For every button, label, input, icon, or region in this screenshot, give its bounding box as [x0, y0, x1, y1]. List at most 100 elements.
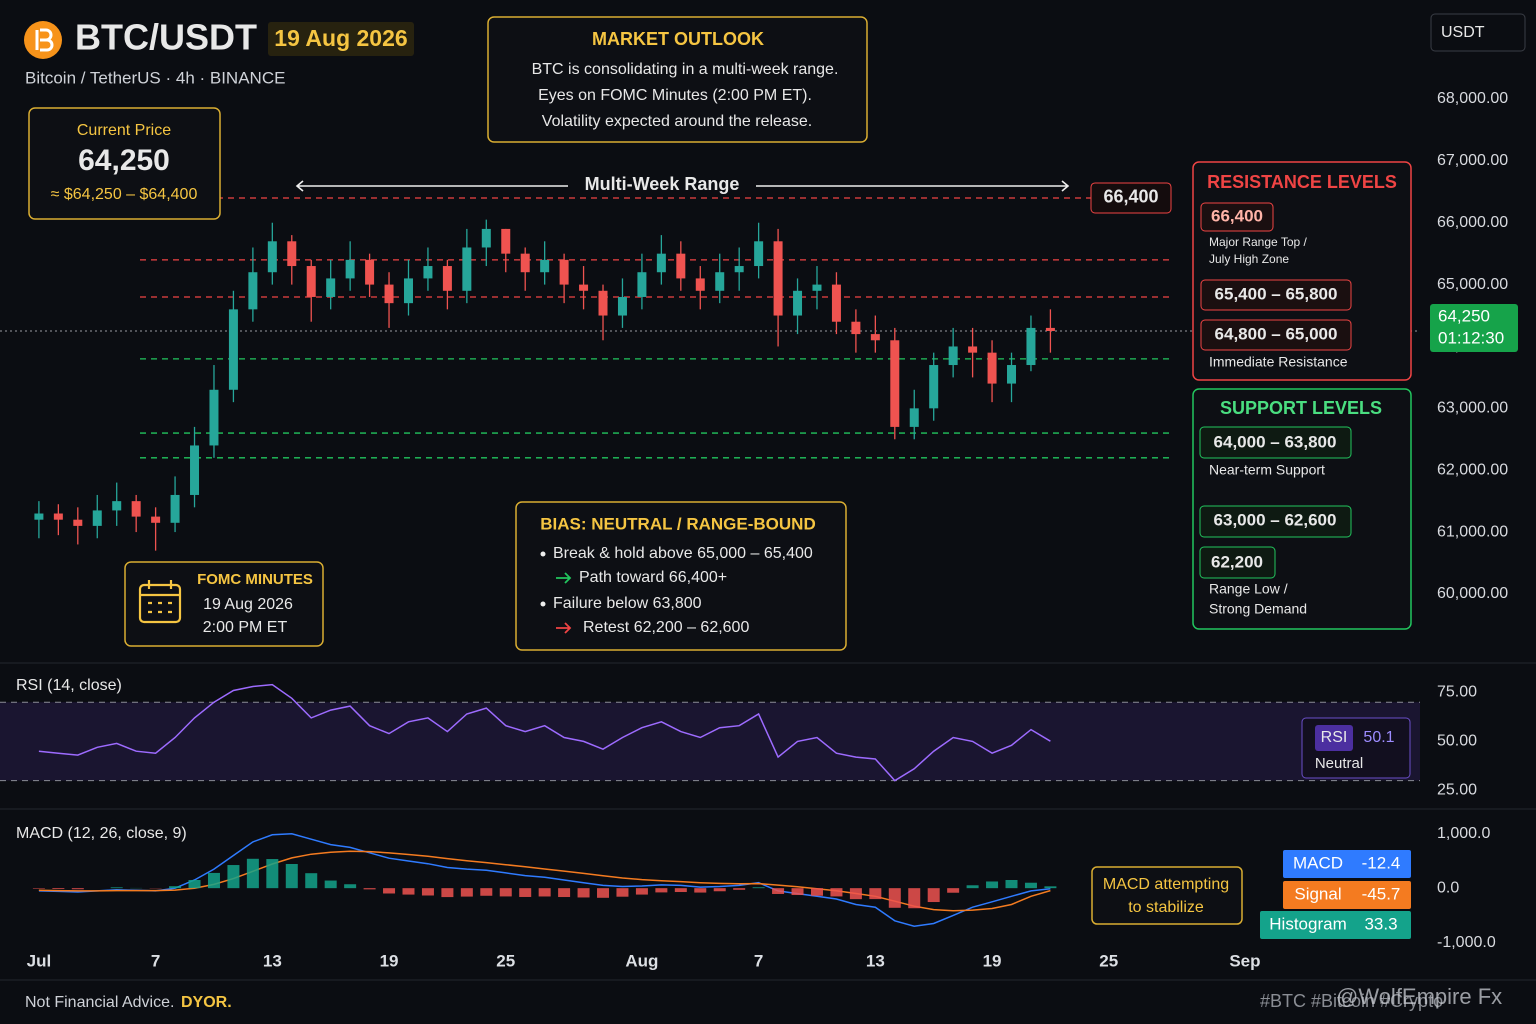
- bias-item: Path toward 66,400+: [579, 569, 727, 586]
- x-tick-label: 7: [151, 951, 160, 970]
- x-tick-label: 25: [1099, 951, 1118, 970]
- annotation-box: [1091, 866, 1243, 925]
- histogram-bar: [1024, 882, 1037, 889]
- outlook-line: BTC is consolidating in a multi-week ran…: [532, 61, 839, 78]
- x-tick-label: Sep: [1229, 951, 1260, 970]
- range-label: Multi-Week Range: [585, 174, 740, 194]
- candle-body: [1007, 365, 1017, 384]
- y-tick-label: 67,000.00: [1437, 152, 1508, 169]
- panel-title: RSI (14, close): [16, 677, 122, 694]
- histogram-bar: [966, 885, 979, 889]
- histogram-bar: [285, 864, 298, 889]
- y-tick-label: 68,000.00: [1437, 90, 1508, 107]
- currency[interactable]: USDT: [1441, 24, 1485, 41]
- histogram-bar: [849, 888, 862, 900]
- candle-body: [637, 272, 647, 297]
- histogram-bar: [908, 888, 921, 909]
- legend-name: Signal: [1294, 884, 1341, 903]
- histogram-bar: [207, 872, 220, 889]
- currency-button[interactable]: [1430, 13, 1526, 52]
- histogram-bar: [402, 888, 415, 895]
- level-label: 65,400 – 65,800: [1215, 284, 1338, 303]
- fomc-card: [124, 561, 324, 647]
- x-tick-label: 13: [263, 951, 282, 970]
- macd-line: [38, 850, 1051, 912]
- histogram-bar: [713, 888, 726, 892]
- candle-body: [228, 309, 238, 390]
- candle-body: [520, 253, 530, 273]
- candle-body: [1045, 327, 1055, 331]
- disclaimer: Not Financial Advice.: [25, 994, 174, 1011]
- legend-badge: [1283, 850, 1411, 878]
- histogram-bar: [791, 888, 804, 896]
- y-tick-label: 66,000.00: [1437, 214, 1508, 231]
- coin-icon-glyph: [35, 28, 54, 52]
- legend-value: 50.1: [1363, 729, 1394, 746]
- histogram-bar: [1044, 886, 1057, 889]
- candle-body: [92, 510, 102, 526]
- legend-badge: [1260, 911, 1411, 939]
- date-badge: [268, 22, 414, 56]
- y-tick-label: 1,000.0: [1437, 825, 1490, 842]
- support-title: SUPPORT LEVELS: [1220, 398, 1382, 418]
- range-arrow: [295, 180, 1070, 192]
- y-tick-label: 65,000.00: [1437, 276, 1508, 293]
- legend-value: 33.3: [1364, 914, 1397, 933]
- candle-body: [754, 241, 764, 267]
- histogram-bar: [947, 888, 960, 893]
- x-tick-label: 7: [754, 951, 763, 970]
- level-label: 64,800 – 65,000: [1215, 324, 1338, 343]
- annotation: to stabilize: [1128, 899, 1204, 916]
- rsi-line: [38, 683, 1051, 782]
- histogram-bar: [324, 880, 337, 889]
- outlook-line: Eyes on FOMC Minutes (2:00 PM ET).: [538, 87, 812, 104]
- histogram-bar: [538, 888, 551, 897]
- histogram-bar: [169, 886, 182, 889]
- candle-body: [540, 259, 550, 273]
- calendar-icon: [138, 580, 182, 624]
- candle-body: [267, 241, 277, 273]
- candle-body: [481, 228, 491, 248]
- candle-body: [403, 278, 413, 304]
- candle-body: [442, 266, 452, 291]
- candle-body: [248, 272, 258, 310]
- histogram-bar: [558, 888, 571, 898]
- x-tick-label: 13: [866, 951, 885, 970]
- histogram-bar: [305, 873, 318, 889]
- histogram-bar: [227, 865, 240, 889]
- histogram-bar: [616, 888, 629, 897]
- last-price-tag: [1430, 304, 1518, 352]
- level-tag: [1090, 182, 1172, 214]
- bias-item: Break & hold above 65,000 – 65,400: [553, 545, 813, 562]
- histogram-bar: [733, 888, 746, 890]
- candle-body: [968, 346, 978, 353]
- histogram-bar: [344, 884, 357, 889]
- histogram-bar: [888, 888, 901, 908]
- panel-title: MACD (12, 26, close, 9): [16, 825, 187, 842]
- dyor: DYOR.: [181, 994, 232, 1011]
- x-tick-label: Aug: [625, 951, 658, 970]
- candle-body: [326, 278, 336, 297]
- histogram-bar: [32, 888, 45, 889]
- y-tick-label: 62,000.00: [1437, 461, 1508, 478]
- histogram-bar: [188, 880, 201, 889]
- last-price-label: 64,250: [1438, 306, 1490, 325]
- candle-body: [715, 272, 725, 291]
- level-label: 62,200: [1211, 552, 1263, 571]
- candle-body: [890, 340, 900, 427]
- resistance-title: RESISTANCE LEVELS: [1207, 172, 1397, 192]
- hashtags: #BTC #Bitcoin #Crypto: [1260, 991, 1443, 1011]
- legend-name: MACD: [1293, 853, 1343, 872]
- level-pill: [1200, 279, 1352, 311]
- candle-body: [773, 241, 783, 316]
- candle-body: [170, 494, 180, 523]
- y-tick-label: 25.00: [1437, 782, 1477, 799]
- candle-body: [287, 241, 297, 267]
- candle-body: [793, 290, 803, 316]
- candle-body: [423, 266, 433, 279]
- outlook-card: [487, 16, 868, 143]
- subtitle: Bitcoin / TetherUS · 4h · BINANCE: [25, 68, 285, 87]
- bullet: [540, 601, 546, 607]
- candle-body: [345, 259, 355, 279]
- level-pill: [1200, 202, 1274, 232]
